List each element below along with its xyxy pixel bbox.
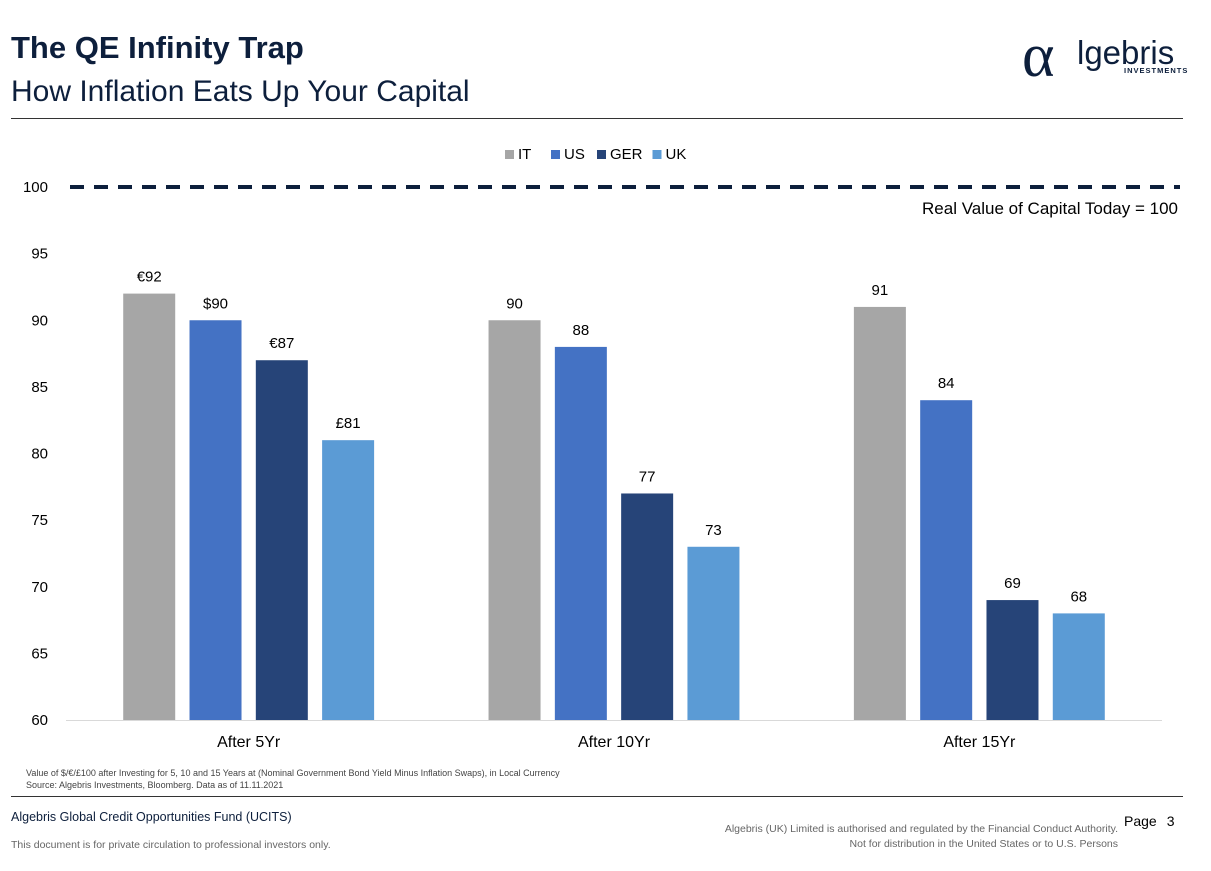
bar-uk-2 — [687, 546, 740, 720]
regulatory-line-1: Algebris (UK) Limited is authorised and … — [724, 823, 1118, 835]
bar-it-3 — [853, 306, 906, 720]
legend-swatch-uk — [652, 150, 662, 159]
y-tick-label: 85 — [31, 379, 48, 396]
header-divider — [11, 118, 1183, 119]
y-tick-label: 100 — [23, 179, 48, 196]
regulatory-line-2: Not for distribution in the United State… — [849, 838, 1118, 850]
x-tick-label: After 5Yr — [217, 734, 281, 751]
data-label: £81 — [336, 415, 361, 432]
page-number: 3 — [1166, 813, 1175, 829]
note-line-2: Source: Algebris Investments, Bloomberg.… — [26, 780, 284, 790]
bar-it-2 — [488, 320, 541, 720]
data-label: €87 — [269, 335, 294, 352]
legend-swatch-it — [505, 150, 514, 159]
y-tick-label: 60 — [31, 712, 48, 729]
data-label: 84 — [938, 375, 955, 392]
bar-uk-3 — [1052, 613, 1105, 720]
logo-alpha: α — [1022, 26, 1054, 86]
data-label: 73 — [705, 522, 722, 539]
legend-swatch-us — [551, 150, 560, 159]
data-label: $90 — [203, 295, 228, 312]
note-line-1: Value of $/€/£100 after Investing for 5,… — [26, 768, 560, 778]
page-title: The QE Infinity Trap — [11, 30, 304, 65]
y-tick-label: 75 — [31, 512, 48, 529]
y-tick-label: 65 — [31, 645, 48, 662]
legend-label-it: IT — [518, 146, 531, 163]
page-subtitle: How Inflation Eats Up Your Capital — [11, 75, 470, 108]
private-notice: This document is for private circulation… — [11, 839, 331, 851]
legend-label-us: US — [564, 146, 585, 163]
bar-ger-3 — [986, 600, 1039, 720]
y-tick-label: 70 — [31, 579, 48, 596]
logo-name: lgebris — [1077, 34, 1174, 71]
legend-swatch-ger — [597, 150, 606, 159]
data-label: 69 — [1004, 575, 1021, 592]
bar-chart: IT US GER UK 60 65 70 75 80 85 90 95 100 Real Value o… — [23, 146, 1180, 751]
legend-label-ger: GER — [610, 146, 643, 163]
y-tick-label: 80 — [31, 446, 48, 463]
regulatory-notice: Algebris (UK) Limited is authorised and … — [725, 822, 1118, 852]
chart-notes: Value of $/€/£100 after Investing for 5,… — [26, 767, 560, 791]
bar-us-1 — [189, 320, 242, 720]
logo-tagline: INVESTMENTS — [1124, 66, 1188, 75]
data-label: 68 — [1070, 588, 1087, 605]
fund-name: Algebris Global Credit Opportunities Fun… — [11, 810, 292, 824]
bar-us-2 — [554, 346, 607, 720]
data-label: 77 — [639, 468, 656, 485]
data-label: 88 — [573, 322, 590, 339]
x-tick-label: After 15Yr — [943, 734, 1016, 751]
data-label: €92 — [137, 269, 162, 286]
y-tick-label: 95 — [31, 246, 48, 263]
y-tick-label: 90 — [31, 312, 48, 329]
bar-us-3 — [920, 400, 973, 720]
reference-line-label: Real Value of Capital Today = 100 — [922, 199, 1178, 218]
footer-divider — [11, 796, 1183, 797]
data-label: 91 — [872, 282, 889, 299]
bar-ger-1 — [255, 360, 308, 720]
bar-it-1 — [123, 293, 176, 720]
data-label: 90 — [506, 295, 523, 312]
bar-uk-1 — [322, 440, 375, 720]
page-label: Page — [1124, 813, 1157, 829]
bar-ger-2 — [621, 493, 674, 720]
algebris-logo: α lgebris INVESTMENTS — [1022, 26, 1188, 86]
legend-label-uk: UK — [666, 146, 687, 163]
page-indicator: Page 3 — [1124, 813, 1185, 829]
x-tick-label: After 10Yr — [578, 734, 651, 751]
